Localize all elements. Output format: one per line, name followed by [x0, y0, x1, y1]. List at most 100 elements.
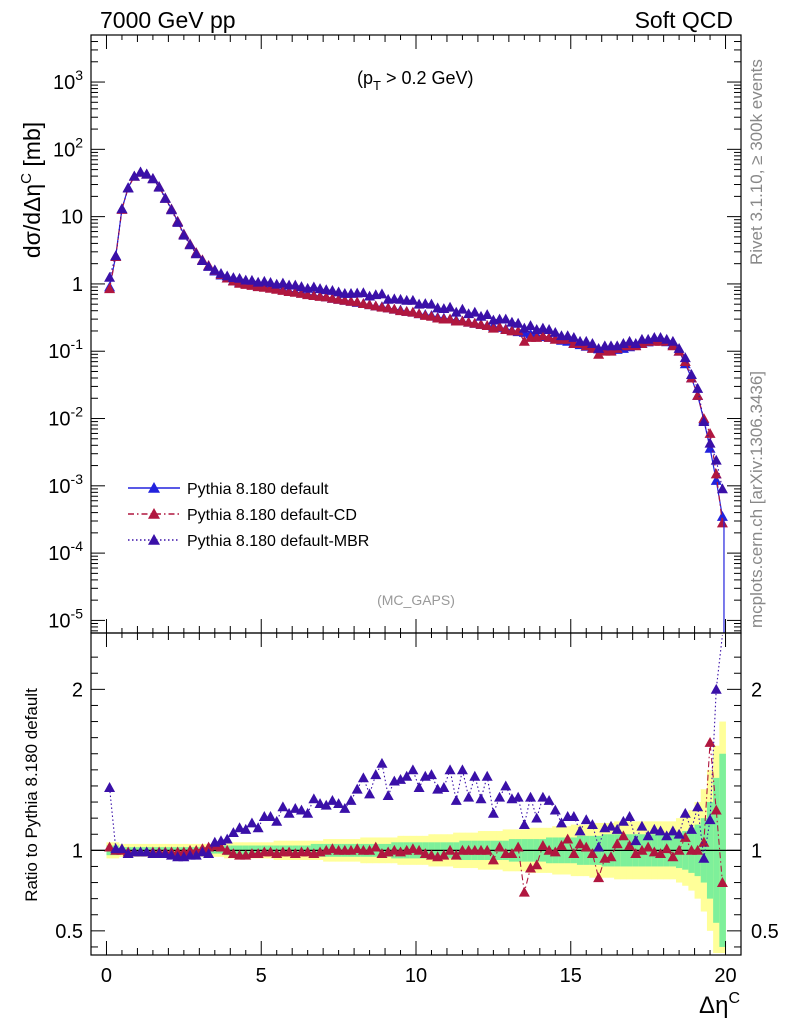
ratio-marker [425, 849, 437, 860]
data-marker [308, 281, 320, 292]
data-marker [549, 326, 561, 337]
ratio-marker [512, 791, 524, 802]
data-marker [159, 192, 171, 203]
ratio-tick-label-right: 1 [751, 840, 762, 862]
data-marker [234, 272, 246, 283]
ratio-marker [339, 802, 351, 813]
ratio-marker [425, 769, 437, 780]
ratio-marker [203, 848, 215, 858]
ratio-marker [395, 774, 407, 784]
xlabel-sup: C [728, 990, 740, 1007]
x-tick-label: 15 [560, 965, 582, 987]
header-right: Soft QCD [635, 7, 733, 33]
data-marker [153, 181, 165, 192]
header-left: 7000 GeV pp [100, 7, 236, 33]
ratio-marker [295, 804, 307, 815]
ratio-marker [630, 848, 642, 858]
y-tick-label: 10-3 [48, 471, 83, 498]
ratio-marker [710, 683, 722, 694]
ratio-tick-label: 2 [72, 679, 83, 701]
ratio-marker [388, 844, 400, 855]
ratio-marker [326, 794, 338, 805]
ratio-marker [611, 838, 623, 849]
ratio-marker [351, 843, 363, 854]
ratio-marker [580, 814, 592, 825]
data-marker [370, 300, 382, 311]
ratio-line [109, 634, 723, 859]
data-marker [209, 264, 221, 275]
data-marker [196, 255, 208, 266]
y-tick-base: 10 [48, 409, 70, 431]
ratio-marker [704, 814, 716, 825]
side-text-top: Rivet 3.1.10, ≥ 300k events [747, 59, 766, 265]
ratio-marker [593, 872, 605, 883]
data-marker [481, 320, 493, 331]
x-tick-label: 5 [256, 965, 267, 987]
xlabel-text: Δη [699, 992, 728, 1019]
data-marker [518, 322, 530, 333]
ratio-tick-label-right: 0.5 [751, 921, 779, 943]
y-tick-base: 10 [53, 72, 75, 94]
data-marker [110, 250, 122, 261]
ratio-marker [667, 825, 679, 836]
ratio-marker [494, 791, 506, 802]
ratio-marker [537, 840, 549, 850]
data-marker [425, 310, 437, 321]
cut-sub: T [373, 78, 381, 93]
ratio-marker [265, 846, 277, 857]
ratio-marker [141, 846, 153, 857]
ratio-marker [370, 841, 382, 852]
ratio-marker [642, 830, 654, 841]
data-marker [469, 306, 481, 317]
ratio-marker [710, 804, 722, 815]
data-marker [586, 338, 598, 348]
data-marker [698, 416, 710, 426]
ratio-marker [648, 823, 660, 834]
ratio-marker [302, 846, 314, 857]
ratio-marker [364, 788, 376, 799]
ratio-marker [413, 782, 425, 792]
data-marker [500, 324, 512, 334]
y-tick-label: 102 [53, 134, 83, 161]
ratio-marker [357, 772, 369, 783]
ratio-series-layer [104, 634, 728, 897]
ratio-marker [104, 841, 116, 852]
ratio-marker [624, 840, 636, 850]
ratio-marker [568, 848, 580, 858]
ratio-marker [555, 840, 567, 850]
ratio-plot: 0 5 10 15 20 0.5 0.5 1 1 2 2 [55, 632, 779, 987]
ratio-marker [531, 812, 543, 823]
ratio-marker [382, 790, 394, 801]
ratio-marker [518, 819, 530, 829]
data-marker [295, 281, 307, 292]
analysis-tag: (MC_GAPS) [377, 592, 455, 608]
ratio-marker [456, 764, 468, 775]
data-marker [679, 352, 691, 363]
ratio-marker [438, 849, 450, 860]
ratio-marker [227, 848, 239, 858]
data-marker [580, 335, 592, 346]
xlabel: ΔηC [699, 990, 740, 1019]
y-tick-label: 10-5 [48, 605, 83, 632]
ratio-marker [481, 770, 493, 781]
ratio-marker [574, 825, 586, 836]
data-marker [518, 335, 530, 346]
ratio-marker [351, 783, 363, 794]
ylabel-main-text: dσ/dΔη [19, 184, 45, 258]
data-marker [351, 296, 363, 307]
ratio-marker [617, 815, 629, 826]
side-text-bottom: mcplots.cern.ch [arXiv:1306.3436] [747, 371, 766, 628]
ratio-marker [246, 817, 258, 828]
ratio-marker [234, 822, 246, 833]
data-marker [289, 279, 301, 290]
data-marker [710, 474, 722, 485]
ratio-tick-label: 0.5 [55, 921, 83, 943]
ratio-marker [586, 819, 598, 829]
ratio-marker [512, 841, 524, 852]
ratio-marker [648, 846, 660, 857]
ratio-marker [605, 851, 617, 862]
data-marker [562, 330, 574, 341]
ratio-marker [543, 844, 555, 855]
data-marker [320, 291, 332, 302]
